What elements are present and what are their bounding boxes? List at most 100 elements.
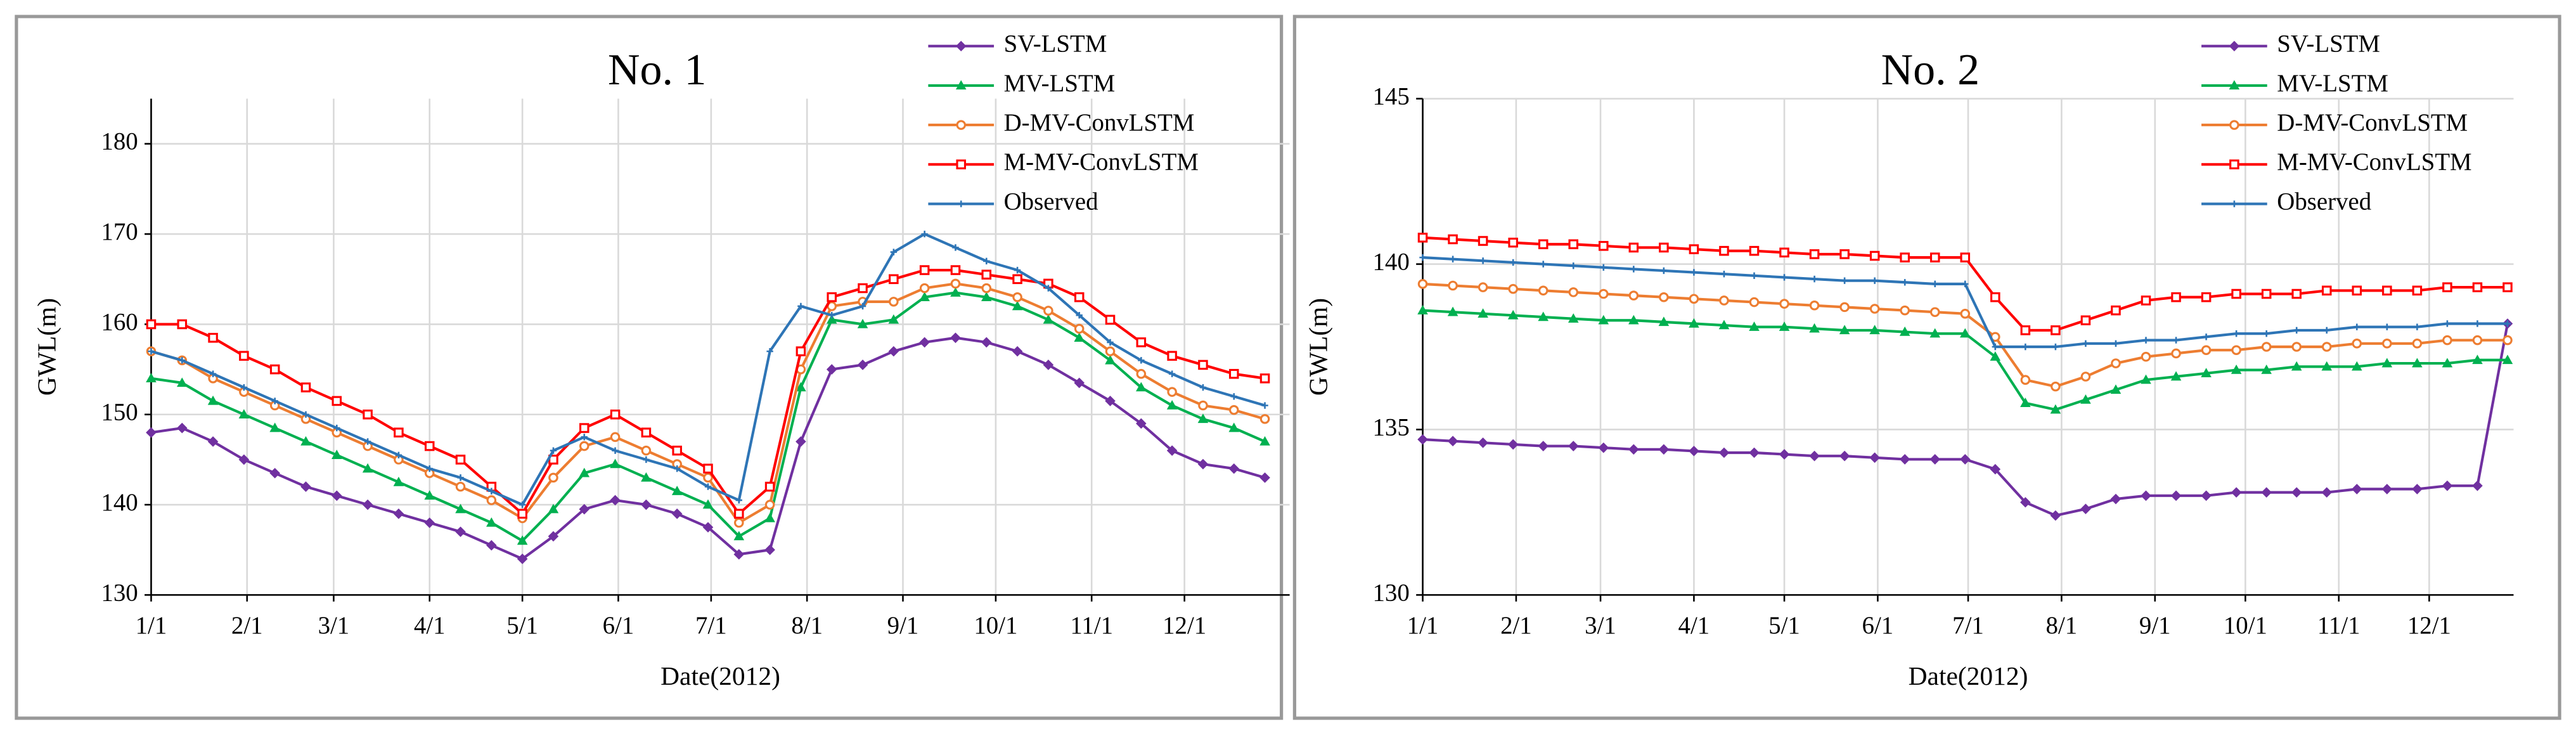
data-point: [1478, 437, 1488, 448]
data-point: [148, 347, 155, 355]
data-point: [2020, 325, 2031, 335]
data-point: [1508, 283, 1518, 294]
data-point: [2504, 320, 2511, 327]
y-tick-label: 145: [1372, 83, 1409, 110]
data-point: [394, 427, 404, 437]
data-point: [764, 500, 775, 510]
data-point: [1074, 323, 1085, 334]
data-point: [1076, 312, 1083, 319]
data-point: [2412, 358, 2423, 368]
data-point: [1809, 249, 1820, 259]
data-point: [2201, 345, 2212, 356]
data-point: [610, 458, 621, 469]
data-point: [2352, 285, 2362, 296]
data-point: [1105, 314, 1116, 325]
data-point: [1749, 297, 1760, 308]
data-point: [1230, 393, 1237, 400]
data-point: [2110, 384, 2122, 394]
data-point: [1197, 458, 1209, 470]
data-point: [424, 441, 435, 451]
data-point: [610, 409, 621, 420]
data-point: [208, 333, 218, 343]
data-point: [2050, 404, 2061, 414]
legend-marker: [956, 159, 966, 170]
data-point: [2412, 484, 2423, 495]
data-point: [888, 346, 899, 357]
chart-title: No. 2: [1881, 46, 1980, 94]
data-point: [1568, 313, 1579, 323]
data-point: [1839, 302, 1850, 313]
data-point: [1136, 368, 1147, 379]
y-axis-label: GWL(m): [32, 298, 61, 396]
data-point: [2231, 288, 2241, 299]
data-point: [395, 451, 402, 458]
x-tick-label: 5/1: [506, 612, 538, 639]
data-point: [517, 535, 528, 545]
x-tick-label: 10/1: [974, 612, 1017, 639]
data-point: [890, 249, 898, 256]
data-point: [1689, 446, 1699, 456]
data-point: [363, 409, 373, 420]
data-point: [362, 463, 373, 473]
data-point: [2381, 484, 2393, 495]
data-point: [888, 314, 899, 324]
data-point: [333, 424, 340, 432]
data-point: [1689, 318, 1699, 328]
data-point: [455, 503, 466, 514]
data-point: [271, 398, 278, 405]
data-point: [1811, 275, 1818, 283]
data-point: [1929, 307, 1940, 317]
data-point: [424, 490, 435, 500]
data-point: [207, 395, 219, 405]
y-tick-label: 160: [101, 308, 138, 335]
data-point: [1074, 292, 1085, 302]
x-tick-label: 6/1: [603, 612, 634, 639]
data-point: [2502, 335, 2513, 346]
data-point: [641, 427, 652, 437]
data-point: [2381, 358, 2393, 368]
data-point: [2291, 342, 2302, 352]
data-point: [2201, 292, 2212, 302]
data-point: [1259, 373, 1270, 384]
x-axis-label: Date(2012): [660, 661, 780, 691]
data-point: [300, 382, 311, 392]
data-point: [2203, 333, 2210, 340]
data-point: [486, 540, 497, 551]
data-point: [1417, 434, 1428, 445]
data-point: [579, 503, 590, 515]
x-tick-label: 7/1: [1952, 612, 1984, 639]
data-point: [1259, 414, 1270, 424]
data-point: [703, 463, 713, 474]
data-point: [1931, 280, 1938, 288]
data-point: [950, 278, 961, 289]
x-tick-label: 1/1: [1407, 612, 1439, 639]
data-point: [1478, 282, 1488, 292]
data-point: [2352, 361, 2362, 371]
data-point: [2261, 288, 2272, 299]
data-point: [2080, 372, 2091, 382]
data-point: [176, 422, 188, 434]
data-point: [2321, 361, 2333, 371]
data-point: [1538, 239, 1549, 250]
data-point: [455, 455, 466, 465]
data-point: [1105, 396, 1116, 406]
data-point: [641, 499, 652, 510]
data-point: [641, 472, 652, 482]
data-point: [1447, 436, 1459, 447]
data-point: [2112, 340, 2120, 347]
data-point: [671, 508, 683, 519]
data-point: [2172, 337, 2180, 344]
data-point: [1749, 321, 1760, 331]
data-point: [1479, 257, 1486, 264]
data-point: [179, 357, 186, 364]
data-point: [1869, 250, 1880, 261]
data-point: [332, 396, 342, 406]
y-tick-label: 140: [1372, 248, 1409, 275]
data-point: [1598, 314, 1609, 325]
data-point: [733, 549, 745, 560]
x-tick-label: 6/1: [1862, 612, 1894, 639]
data-point: [269, 422, 280, 432]
data-point: [2442, 480, 2453, 491]
data-point: [579, 441, 589, 451]
data-point: [1259, 472, 1270, 483]
